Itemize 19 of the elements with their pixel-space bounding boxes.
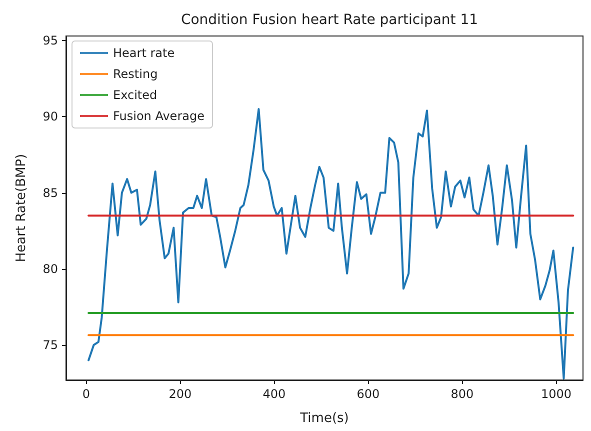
y-tick-label: 85: [42, 186, 58, 200]
x-axis-title: Time(s): [299, 411, 349, 426]
x-tick-label: 600: [356, 387, 380, 401]
y-axis-title: Heart Rate(BMP): [14, 154, 29, 262]
y-tick-label: 80: [42, 262, 58, 276]
x-tick-label: 1000: [540, 387, 572, 401]
x-tick-label: 800: [450, 387, 474, 401]
line-series: [88, 108, 574, 380]
legend-label: Fusion Average: [113, 109, 204, 123]
y-tick-label: 95: [42, 34, 58, 48]
legend-label: Excited: [113, 88, 158, 102]
x-tick-label: 0: [82, 387, 90, 401]
y-tick-label: 75: [42, 338, 58, 352]
legend-label: Resting: [113, 67, 158, 81]
chart-title: Condition Fusion heart Rate participant 11: [180, 12, 478, 28]
y-tick-label: 90: [42, 110, 58, 124]
x-tick-label: 200: [168, 387, 192, 401]
x-tick-label: 400: [262, 387, 286, 401]
legend-label: Heart rate: [113, 46, 175, 60]
